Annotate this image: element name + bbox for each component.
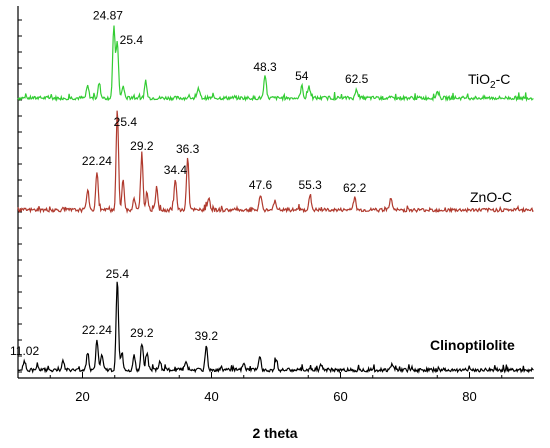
series-name-label: TiO2-C — [468, 71, 510, 91]
peak-label: 34.4 — [164, 163, 188, 177]
peak-label: 48.3 — [253, 60, 277, 74]
peak-label: 24.87 — [93, 8, 123, 22]
peak-label: 29.2 — [130, 139, 154, 153]
peak-label: 36.3 — [176, 142, 200, 156]
peak-label: 62.5 — [345, 72, 369, 86]
peak-label: 54 — [295, 69, 309, 83]
peak-label: 22.24 — [82, 154, 112, 168]
x-tick-label: 40 — [204, 389, 218, 404]
x-tick-label: 60 — [333, 389, 347, 404]
peak-label: 25.4 — [106, 267, 130, 281]
peak-label: 22.24 — [82, 323, 112, 337]
series-line-1 — [17, 110, 534, 214]
chart-traces — [17, 25, 534, 374]
x-tick-label: 80 — [462, 389, 476, 404]
peak-label: 62.2 — [343, 181, 367, 195]
peak-label: 29.2 — [130, 326, 154, 340]
series-line-2 — [17, 281, 534, 374]
peak-label: 39.2 — [195, 329, 219, 343]
series-line-0 — [17, 25, 534, 103]
peak-label: 25.4 — [114, 115, 138, 129]
chart-labels: 24.87 25.4 48.3 54 62.5 TiO2-C 22.24 25.4 29.2 34… — [10, 8, 515, 358]
series-name-label: ZnO-C — [470, 189, 512, 205]
x-axis-label: 2 theta — [252, 425, 297, 441]
peak-label: 11.02 — [10, 344, 39, 358]
chart-axes: 20 40 60 80 — [17, 6, 534, 404]
peak-label: 55.3 — [299, 178, 323, 192]
peak-label: 47.6 — [249, 178, 273, 192]
series-name-label: Clinoptilolite — [430, 337, 515, 353]
x-tick-label: 20 — [75, 389, 89, 404]
peak-label: 25.4 — [120, 33, 144, 47]
